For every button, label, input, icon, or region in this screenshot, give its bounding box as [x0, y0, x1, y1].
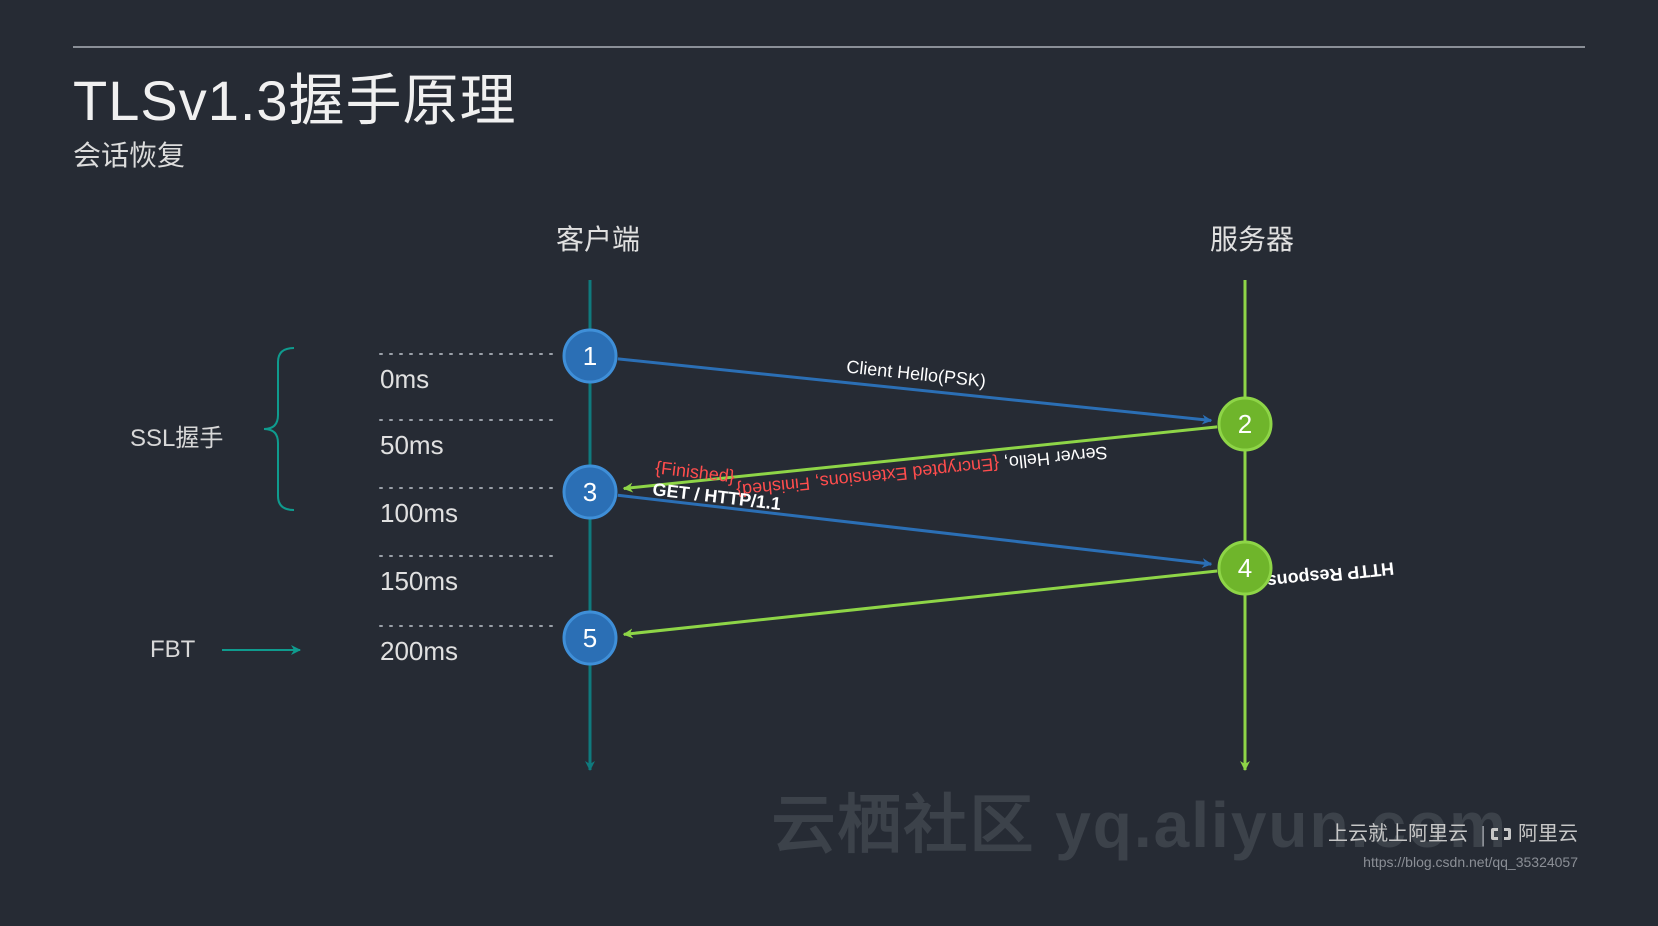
footer-brand-text: 阿里云	[1518, 823, 1578, 845]
svg-text:4: 4	[1238, 553, 1252, 583]
svg-text:3: 3	[583, 477, 597, 507]
footer-slogan: 上云就上阿里云	[1328, 817, 1468, 846]
svg-text:5: 5	[583, 623, 597, 653]
time-tick-label: 100ms	[380, 498, 458, 528]
aliyun-logo-icon	[1490, 825, 1512, 843]
time-tick-label: 50ms	[380, 430, 444, 460]
time-tick-label: 150ms	[380, 566, 458, 596]
svg-text:1: 1	[583, 341, 597, 371]
svg-text:HTTP Response: HTTP Response	[1256, 558, 1395, 593]
time-tick-label: 200ms	[380, 636, 458, 666]
time-tick-label: 0ms	[380, 364, 429, 394]
footer-url: https://blog.csdn.net/qq_35324057	[1363, 854, 1578, 870]
footer-separator: |	[1480, 822, 1486, 848]
footer-brand: 阿里云	[1490, 817, 1578, 846]
svg-text:2: 2	[1238, 409, 1252, 439]
